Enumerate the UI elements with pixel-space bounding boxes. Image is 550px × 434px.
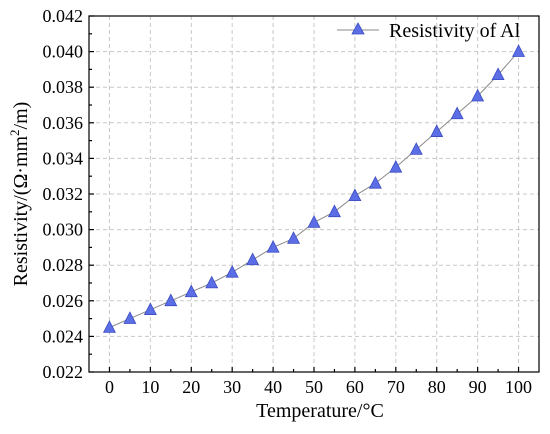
series-line-layer [109, 51, 519, 328]
data-point-marker [491, 67, 505, 81]
x-tick-label: 30 [223, 377, 241, 397]
tick-labels: 0.022 0.024 0.026 0.028 0.030 0.032 0.034 0.036… [43, 6, 533, 397]
data-point-marker [287, 231, 301, 244]
x-tick-label: 40 [264, 377, 282, 397]
data-point-marker [430, 124, 444, 137]
y-tick-label: 0.038 [43, 77, 84, 97]
x-axis-title: Temperature/°C [256, 400, 384, 422]
y-tick-label: 0.024 [43, 326, 84, 346]
data-point-marker [246, 252, 260, 266]
data-point-marker [205, 275, 219, 289]
data-point-marker [450, 106, 464, 120]
x-tick-label: 90 [469, 377, 487, 397]
x-tick-label: 100 [505, 377, 532, 397]
data-point-marker [471, 88, 485, 102]
data-point-marker [266, 240, 280, 253]
x-tick-label: 80 [428, 377, 446, 397]
grid-lines [89, 16, 539, 372]
y-tick-label: 0.036 [43, 113, 84, 133]
series-line [109, 51, 519, 328]
data-point-marker [389, 159, 403, 173]
y-tick-label: 0.026 [43, 291, 84, 311]
data-point-marker [123, 311, 137, 324]
x-tick-label: 60 [346, 377, 364, 397]
y-tick-label: 0.032 [43, 184, 84, 204]
data-point-marker [102, 320, 116, 333]
legend: Resistivity of Al [337, 20, 521, 42]
y-tick-label: 0.042 [43, 6, 84, 26]
data-point-marker [164, 293, 178, 307]
data-point-marker [512, 44, 526, 57]
x-tick-label: 10 [141, 377, 159, 397]
data-point-marker [225, 264, 239, 278]
data-point-marker [409, 142, 423, 155]
x-tick-label: 0 [105, 377, 114, 397]
legend-label-series: Resistivity of Al [389, 20, 521, 42]
y-tick-label: 0.028 [43, 255, 84, 275]
y-tick-label: 0.034 [43, 148, 84, 168]
y-axis-title: Resistivity/(Ω·mm2/m) [7, 102, 32, 287]
data-point-marker [307, 215, 321, 228]
y-tick-label: 0.040 [43, 42, 84, 62]
data-point-marker [327, 204, 341, 218]
plot-frame [88, 15, 540, 373]
data-point-marker [348, 188, 362, 202]
data-point-marker [143, 302, 157, 315]
data-point-marker [368, 175, 382, 189]
axes [88, 15, 540, 373]
x-tick-label: 20 [182, 377, 200, 397]
y-tick-label: 0.030 [43, 220, 84, 240]
data-point-marker [184, 284, 198, 298]
x-tick-label: 70 [387, 377, 405, 397]
x-tick-label: 50 [305, 377, 323, 397]
legend-marker [351, 22, 365, 35]
y-tick-label: 0.022 [43, 362, 84, 382]
series-markers [102, 44, 526, 333]
